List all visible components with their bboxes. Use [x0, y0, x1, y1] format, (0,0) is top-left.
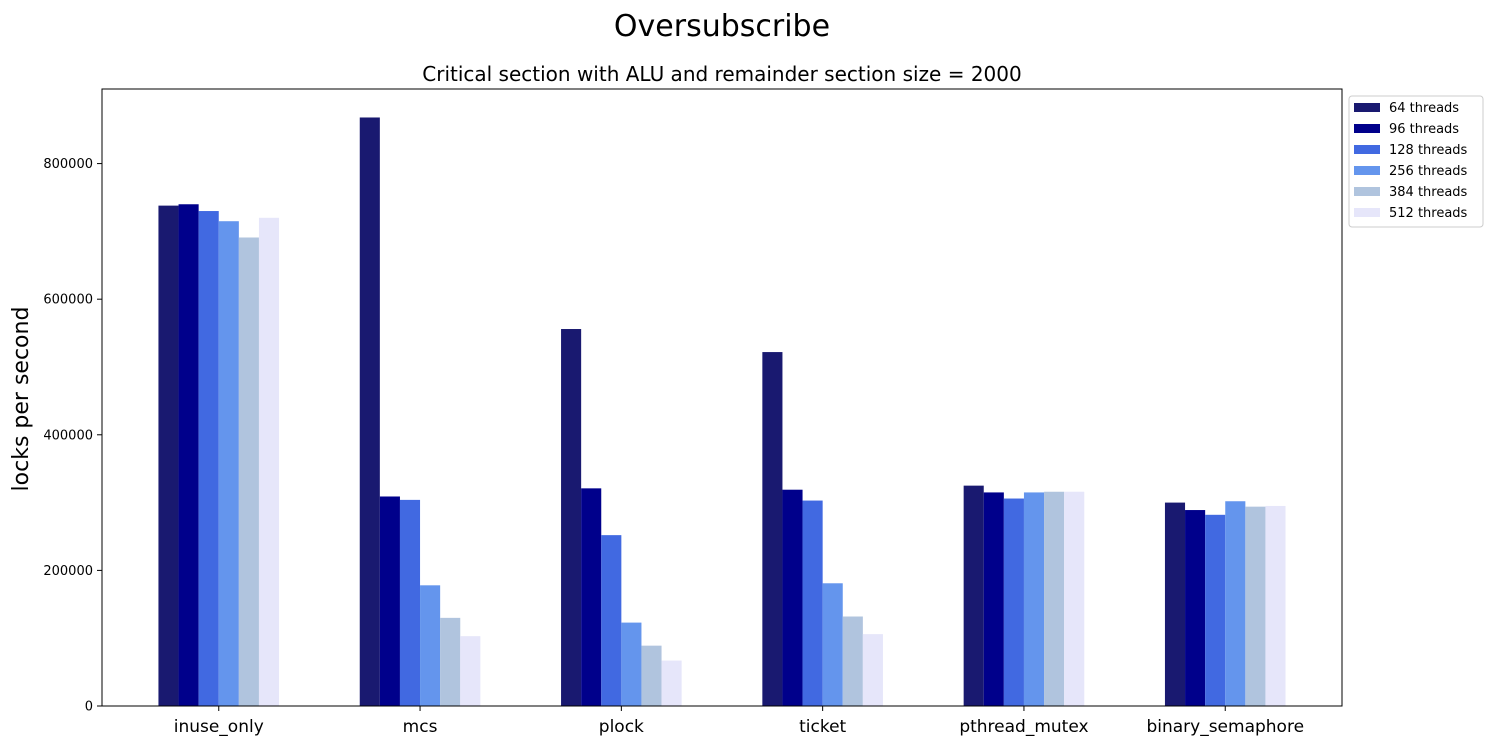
y-tick-label: 0 [85, 700, 93, 715]
bar-pthread_mutex-128-threads [1003, 498, 1024, 706]
bar-pthread_mutex-256-threads [1023, 492, 1045, 706]
bar-inuse_only-64-threads [158, 205, 179, 706]
bar-pthread_mutex-512-threads [1064, 491, 1085, 706]
legend-label: 512 threads [1389, 206, 1468, 221]
x-tick-label: mcs [403, 717, 438, 737]
bar-ticket-96-threads [782, 489, 803, 706]
chart-subtitle: Critical section with ALU and remainder … [422, 62, 1021, 86]
legend-frame [1348, 95, 1484, 228]
bar-mcs-384-threads [440, 617, 461, 706]
y-tick-label: 800000 [43, 157, 93, 172]
bar-plock-128-threads [601, 535, 622, 706]
bar-mcs-96-threads [379, 496, 400, 706]
bar-mcs-64-threads [359, 117, 380, 707]
legend-label: 128 threads [1389, 143, 1468, 158]
bar-plock-256-threads [621, 622, 642, 706]
bar-plock-384-threads [641, 645, 662, 706]
legend-label: 384 threads [1389, 185, 1468, 200]
bar-ticket-256-threads [822, 583, 843, 706]
bar-ticket-512-threads [862, 634, 883, 706]
bar-inuse_only-96-threads [178, 204, 199, 706]
bar-plock-64-threads [561, 329, 582, 706]
bar-ticket-128-threads [802, 500, 823, 706]
bar-ticket-64-threads [762, 352, 783, 706]
legend-label: 64 threads [1389, 101, 1459, 116]
chart-title: Oversubscribe [614, 9, 830, 44]
y-tick-label: 400000 [43, 428, 93, 443]
y-axis-ticks: 0 200000 400000 600000 800000 [43, 157, 102, 715]
bar-plock-512-threads [661, 660, 682, 706]
bars-group [158, 117, 1286, 707]
legend: 64 threads 96 threads 128 threads 256 threa… [1348, 95, 1484, 228]
bar-inuse_only-384-threads [238, 237, 259, 707]
bar-binary_semaphore-64-threads [1164, 502, 1186, 706]
bar-pthread_mutex-64-threads [963, 485, 984, 706]
x-tick-label: pthread_mutex [959, 717, 1088, 737]
bar-inuse_only-256-threads [218, 221, 239, 706]
bar-binary_semaphore-128-threads [1205, 514, 1226, 706]
legend-swatch [1354, 208, 1380, 217]
x-tick-label: binary_semaphore [1146, 717, 1304, 737]
bar-mcs-512-threads [460, 636, 481, 706]
bar-binary_semaphore-256-threads [1225, 501, 1246, 706]
bar-inuse_only-128-threads [198, 211, 219, 707]
bar-binary_semaphore-512-threads [1265, 505, 1286, 706]
legend-swatch [1354, 145, 1380, 154]
y-tick-label: 200000 [43, 564, 93, 579]
legend-swatch [1354, 103, 1380, 112]
y-tick-label: 600000 [43, 293, 93, 308]
bar-pthread_mutex-96-threads [983, 492, 1004, 706]
x-axis-ticks: inuse_only mcs plock ticket pthread_mutex bin… [174, 706, 1304, 737]
bar-binary_semaphore-384-threads [1245, 506, 1266, 706]
x-tick-label: ticket [799, 717, 846, 737]
legend-swatch [1354, 124, 1380, 133]
bar-mcs-128-threads [399, 499, 421, 706]
legend-swatch [1354, 166, 1380, 175]
x-tick-label: plock [599, 717, 644, 737]
x-tick-label: inuse_only [174, 717, 264, 737]
bar-ticket-384-threads [842, 616, 863, 706]
legend-swatch [1354, 187, 1380, 196]
bar-pthread_mutex-384-threads [1044, 491, 1065, 706]
y-axis-label: locks per second [9, 307, 34, 492]
bar-mcs-256-threads [420, 585, 441, 706]
legend-label: 96 threads [1389, 122, 1459, 137]
bar-plock-96-threads [581, 488, 602, 706]
bar-binary_semaphore-96-threads [1185, 510, 1206, 706]
bar-inuse_only-512-threads [258, 217, 280, 706]
legend-label: 256 threads [1389, 164, 1468, 179]
plot-frame [101, 88, 1343, 707]
